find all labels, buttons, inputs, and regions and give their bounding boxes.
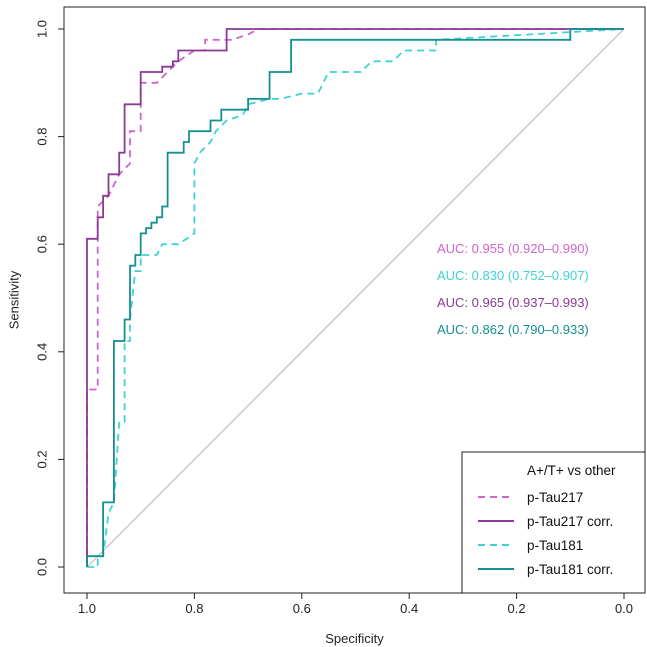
plot-area-frame [63,6,646,594]
y-tick-label: 0.2 [35,450,50,468]
y-tick-label: 0.4 [35,343,50,361]
legend-items: p-Tau217 p-Tau217 corr. p-Tau181 p-Tau181 c… [478,490,613,577]
y-axis: 0.0 0.2 0.4 0.6 0.8 1.0 [35,20,64,576]
auc-annotation-ptau181-corr: AUC: 0.862 (0.790–0.933) [437,322,589,337]
roc-curve-p-tau181 [87,28,625,568]
roc-curve-p-tau217-corr [86,28,624,567]
legend-label-p-tau181: p-Tau181 [527,538,583,553]
y-tick-label: 0.0 [35,558,50,576]
legend-label-p-tau217-corr: p-Tau217 corr. [527,514,613,529]
x-tick-label: 0.4 [400,601,418,616]
x-axis-title: Specificity [325,631,384,646]
y-tick-label: 1.0 [35,20,50,38]
auc-annotation-ptau181: AUC: 0.830 (0.752–0.907) [437,268,589,283]
y-axis-title: Sensitivity [7,270,22,329]
reference-diagonal-line [86,28,625,568]
auc-annotation-ptau217-corr: AUC: 0.965 (0.937–0.993) [437,295,589,310]
y-tick-label: 0.8 [35,128,50,146]
legend-label-p-tau181-corr: p-Tau181 corr. [527,562,613,577]
y-tick-label: 0.6 [35,235,50,253]
x-tick-label: 0.2 [508,601,526,616]
x-tick-label: 0.6 [293,601,311,616]
x-tick-label: 0.0 [615,601,633,616]
legend-title: A+/T+ vs other [527,463,616,478]
legend-label-p-tau217: p-Tau217 [527,490,583,505]
auc-annotations: AUC: 0.955 (0.920–0.990) AUC: 0.830 (0.7… [437,241,589,337]
reference-diagonal-layer [86,28,625,568]
x-tick-label: 0.8 [185,601,203,616]
roc-curve-p-tau181-corr [86,28,624,567]
auc-annotation-ptau217: AUC: 0.955 (0.920–0.990) [437,241,589,256]
roc-curve-p-tau217 [86,28,624,567]
x-axis: 1.0 0.8 0.6 0.4 0.2 0.0 [78,593,633,616]
roc-curves-layer [86,28,625,568]
x-tick-label: 1.0 [78,601,96,616]
